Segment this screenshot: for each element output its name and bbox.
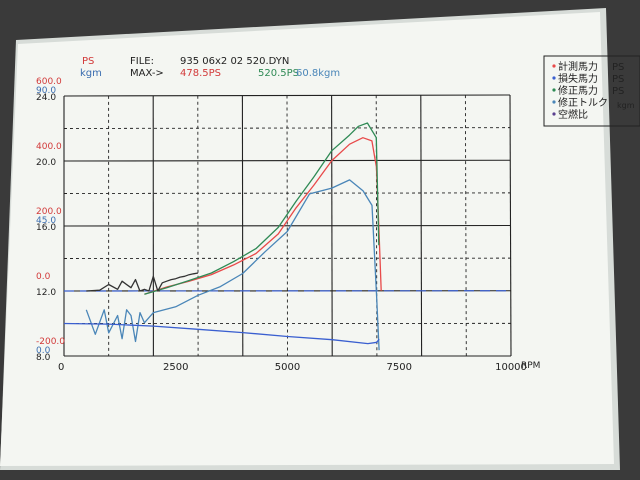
- x-tick-label: 5000: [275, 362, 300, 373]
- legend-unit: PS: [612, 74, 624, 85]
- legend-label: 損失馬力: [558, 72, 598, 85]
- legend-marker: [552, 112, 556, 116]
- afr-tick-label: 8.0: [36, 353, 51, 363]
- grid-hline: [63, 159, 511, 162]
- ps-tick-label: 200.0: [36, 207, 62, 217]
- torque-tick-label: 0.0: [36, 346, 51, 356]
- legend-marker: [552, 100, 556, 104]
- max-measured: 478.5PS: [180, 68, 221, 79]
- series-line-1: [144, 122, 380, 295]
- grid-vline: [464, 95, 467, 357]
- legend-unit: PS: [612, 86, 624, 97]
- grid-vline: [286, 95, 288, 357]
- x-tick-label: 2500: [163, 362, 188, 373]
- max-corrected: 520.5PS: [258, 68, 299, 79]
- chart-header: PS kgm FILE: 935 06x2 02 520.DYN MAX-> 4…: [80, 56, 340, 79]
- legend-box: [543, 55, 640, 127]
- ps-unit-label: PS: [82, 56, 94, 67]
- grid-hline: [63, 224, 511, 227]
- legend-unit: kgm: [617, 101, 635, 110]
- x-tick-label: 0: [58, 362, 64, 373]
- series-line-4: [86, 272, 199, 292]
- chart-paper: [0, 12, 614, 466]
- x-axis-title: RPM: [521, 361, 540, 371]
- x-tick-label: 7500: [387, 362, 412, 373]
- grid-hline: [63, 127, 511, 129]
- series-line-0: [144, 137, 382, 295]
- file-name: 935 06x2 02 520.DYN: [180, 56, 289, 67]
- ps-tick-label: 0.0: [36, 272, 51, 282]
- max-torque: 60.8kgm: [296, 68, 340, 79]
- chart-grid: [63, 94, 512, 357]
- legend: 計測馬力 PS 損失馬力 PS 修正馬力 PS 修正トルク kgm 空燃比: [552, 60, 635, 121]
- ps-tick-label: 400.0: [36, 142, 62, 152]
- torque-tick-label: 45.0: [36, 216, 56, 226]
- afr-tick-label: 12.0: [36, 288, 56, 298]
- plot-series: [63, 122, 511, 351]
- legend-marker: [552, 76, 556, 80]
- legend-label: 修正トルク: [558, 96, 608, 109]
- max-label: MAX->: [130, 68, 164, 79]
- legend-unit: PS: [612, 62, 624, 73]
- grid-hline: [63, 192, 511, 194]
- torque-tick-label: 90.0: [36, 86, 56, 96]
- grid-hline: [63, 94, 511, 97]
- ps-tick-label: 600.0: [36, 77, 62, 87]
- afr-tick-label: 16.0: [36, 223, 56, 233]
- afr-tick-label: 24.0: [36, 93, 56, 103]
- kgm-unit-label: kgm: [80, 68, 102, 79]
- afr-tick-label: 20.0: [36, 158, 56, 168]
- y-axis-labels: 600.0400.0200.00.0-200.090.045.00.024.02…: [36, 77, 65, 363]
- legend-marker: [552, 88, 556, 92]
- file-label: FILE:: [130, 56, 154, 67]
- legend-label: 空燃比: [558, 108, 588, 121]
- series-line-3: [63, 322, 380, 345]
- legend-label: 修正馬力: [558, 84, 598, 97]
- legend-label: 計測馬力: [558, 60, 598, 73]
- x-tick-label: 10000: [495, 362, 527, 373]
- series-line-2: [85, 179, 380, 351]
- ps-tick-label: -200.0: [36, 337, 65, 347]
- legend-marker: [552, 64, 556, 68]
